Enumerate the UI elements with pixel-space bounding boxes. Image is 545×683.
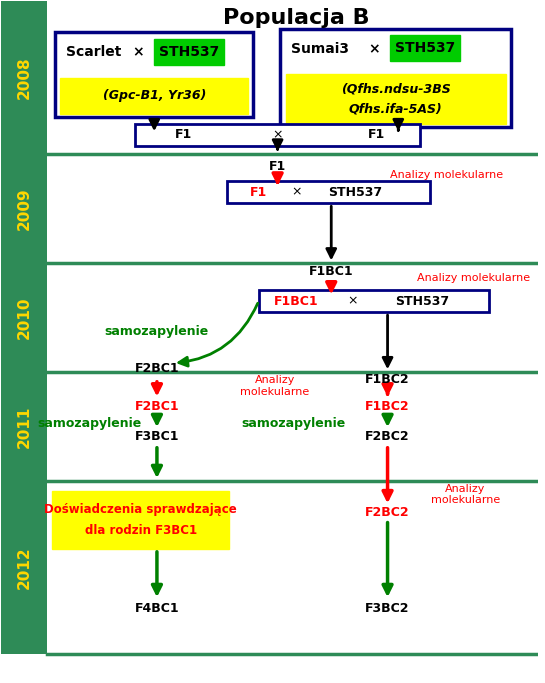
Text: Analizy molekularne: Analizy molekularne <box>390 170 503 180</box>
Text: 2012: 2012 <box>17 546 32 589</box>
FancyBboxPatch shape <box>2 154 47 263</box>
Text: F2BC1: F2BC1 <box>135 400 179 413</box>
Text: Scarlet: Scarlet <box>66 45 121 59</box>
FancyBboxPatch shape <box>52 491 229 549</box>
Text: F1: F1 <box>250 186 268 199</box>
Text: F1BC1: F1BC1 <box>274 294 319 307</box>
Text: samozapylenie: samozapylenie <box>105 325 209 338</box>
FancyBboxPatch shape <box>154 39 224 65</box>
Text: 2009: 2009 <box>17 188 32 230</box>
FancyBboxPatch shape <box>390 36 460 61</box>
Text: F2BC2: F2BC2 <box>365 506 410 519</box>
Text: Doświadczenia sprawdzające: Doświadczenia sprawdzające <box>45 503 237 516</box>
Text: F2BC1: F2BC1 <box>135 361 179 374</box>
Text: F1BC2: F1BC2 <box>365 400 410 413</box>
Text: F4BC1: F4BC1 <box>135 602 179 615</box>
FancyBboxPatch shape <box>259 290 489 312</box>
Text: F1: F1 <box>269 160 286 173</box>
FancyBboxPatch shape <box>2 1 47 154</box>
FancyBboxPatch shape <box>286 74 506 124</box>
Text: ×: × <box>132 45 144 59</box>
Text: Analizy molekularne: Analizy molekularne <box>417 273 530 283</box>
FancyBboxPatch shape <box>227 181 431 204</box>
FancyBboxPatch shape <box>2 263 47 372</box>
FancyBboxPatch shape <box>55 32 253 117</box>
Text: Sumai3: Sumai3 <box>291 42 349 56</box>
Text: F3BC2: F3BC2 <box>365 602 410 615</box>
Text: 2011: 2011 <box>17 405 32 448</box>
Text: STH537: STH537 <box>328 186 383 199</box>
Text: F1BC2: F1BC2 <box>365 373 410 386</box>
Text: (Qfhs.ndsu-3BS: (Qfhs.ndsu-3BS <box>341 82 451 96</box>
FancyBboxPatch shape <box>136 124 420 145</box>
FancyBboxPatch shape <box>2 372 47 481</box>
Text: STH537: STH537 <box>159 44 219 59</box>
Text: ×: × <box>272 128 283 141</box>
Text: dla rodzin F3BC1: dla rodzin F3BC1 <box>85 524 197 537</box>
FancyBboxPatch shape <box>60 78 248 113</box>
Text: Analizy
molekularne: Analizy molekularne <box>240 375 310 397</box>
Text: ×: × <box>348 294 358 307</box>
Text: Qfhs.ifa-5AS): Qfhs.ifa-5AS) <box>349 102 443 115</box>
Text: 2010: 2010 <box>17 296 32 339</box>
Text: F1: F1 <box>368 128 385 141</box>
Text: F1BC1: F1BC1 <box>309 265 354 278</box>
Text: ×: × <box>291 186 301 199</box>
Text: Analizy
molekularne: Analizy molekularne <box>431 484 500 505</box>
FancyBboxPatch shape <box>2 481 47 654</box>
Text: STH537: STH537 <box>395 294 450 307</box>
Text: F2BC2: F2BC2 <box>365 430 410 443</box>
Text: (Gpc-B1, Yr36): (Gpc-B1, Yr36) <box>102 89 206 102</box>
Text: 2008: 2008 <box>17 57 32 99</box>
Text: samozapylenie: samozapylenie <box>241 417 346 430</box>
Text: ×: × <box>368 42 380 56</box>
Text: F1: F1 <box>175 128 192 141</box>
Text: F3BC1: F3BC1 <box>135 430 179 443</box>
FancyBboxPatch shape <box>280 29 511 127</box>
Text: STH537: STH537 <box>395 42 455 55</box>
Text: Populacja B: Populacja B <box>223 8 370 29</box>
Text: samozapylenie: samozapylenie <box>38 417 142 430</box>
